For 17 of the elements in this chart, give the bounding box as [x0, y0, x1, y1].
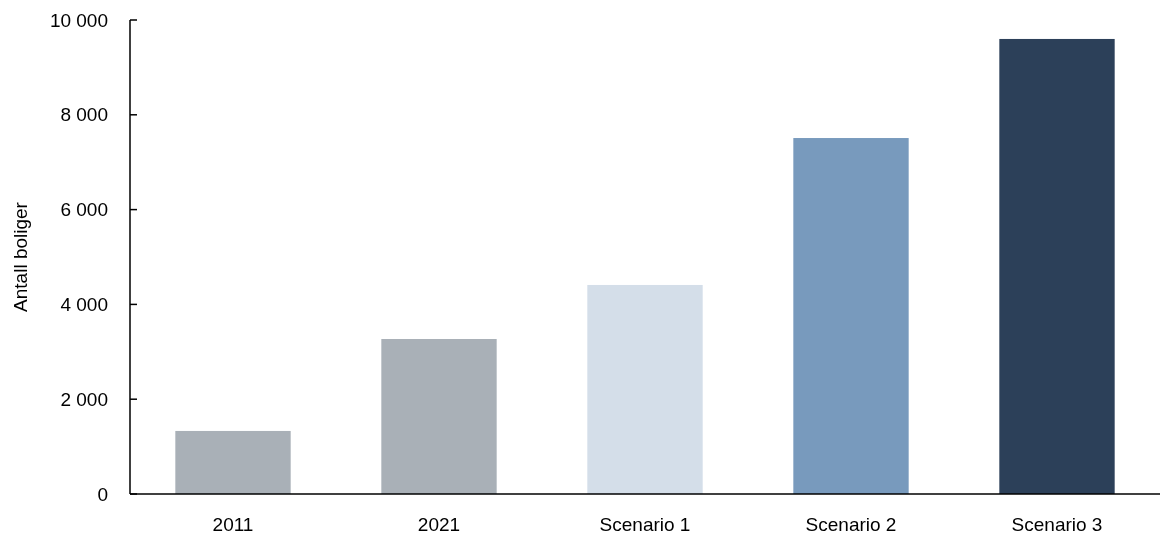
y-tick-label: 6 000	[60, 199, 108, 221]
y-tick-label: 8 000	[60, 104, 108, 126]
x-tick-label: Scenario 2	[805, 514, 897, 535]
x-tick-label: Scenario 3	[1011, 514, 1103, 535]
y-tick-label: 2 000	[60, 388, 108, 410]
y-tick-label: 4 000	[60, 294, 108, 316]
bar	[999, 38, 1115, 494]
y-tick-label: 0	[97, 483, 108, 505]
x-tick-label: 2021	[417, 514, 461, 535]
bar	[381, 339, 497, 494]
bar	[175, 430, 291, 494]
y-tick-label: 10 000	[49, 9, 108, 31]
x-tick-label: 2011	[212, 514, 254, 535]
bar	[793, 138, 909, 494]
x-tick-label: Scenario 1	[599, 514, 691, 535]
y-axis-title: Antall boliger	[10, 201, 31, 312]
bar	[587, 284, 703, 494]
